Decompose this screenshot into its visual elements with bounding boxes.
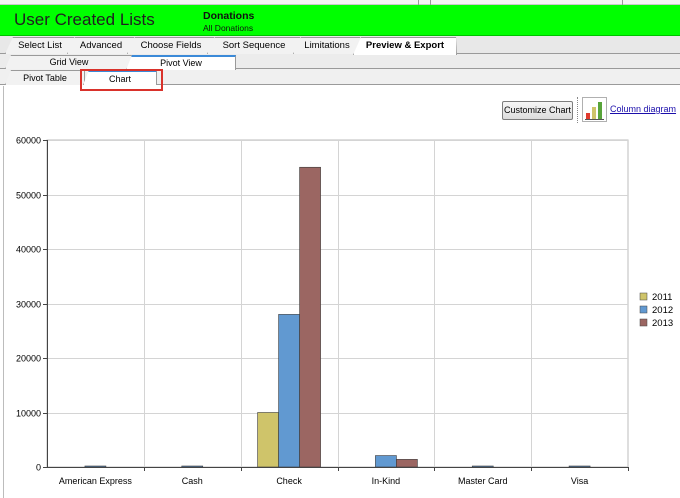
- list-subtitle: All Donations: [203, 23, 254, 33]
- bar-2012-check: [278, 314, 300, 468]
- page-header: User Created Lists Donations All Donatio…: [0, 5, 680, 36]
- highlight-box: [80, 69, 163, 91]
- main-tab-bar: Select List Advanced Choose Fields Sort …: [0, 36, 680, 54]
- page-title: User Created Lists: [14, 10, 155, 29]
- bar-2012-cash: [181, 465, 204, 468]
- y-tick-label: 40000: [16, 245, 41, 255]
- column-chart-icon[interactable]: [582, 97, 607, 122]
- bar-2011-check: [257, 412, 279, 468]
- bar-2012-in-kind: [375, 455, 397, 468]
- bar-2013-in-kind: [396, 459, 418, 468]
- x-tick-label: In-Kind: [372, 476, 401, 486]
- bar-2012-american-express: [84, 465, 107, 468]
- x-tick-label: Cash: [182, 476, 203, 486]
- window-top-edge: [0, 0, 680, 5]
- pivot-tab-bar: Pivot Table Chart: [0, 69, 680, 85]
- x-tick-label: Check: [276, 476, 302, 486]
- legend-label: 2012: [652, 305, 673, 316]
- legend-swatch: [639, 318, 648, 327]
- list-name: Donations: [203, 10, 255, 22]
- bar-2012-master-card: [471, 465, 494, 468]
- bar-2013-check: [299, 166, 321, 468]
- y-tick-label: 60000: [16, 136, 41, 146]
- y-tick-label: 30000: [16, 300, 41, 310]
- x-tick-label: American Express: [59, 476, 133, 486]
- legend-swatch: [639, 292, 648, 301]
- y-tick-label: 20000: [16, 354, 41, 364]
- plot-area: [46, 139, 629, 468]
- x-tick-label: Master Card: [458, 476, 508, 486]
- legend-label: 2011: [652, 292, 672, 303]
- x-tick-label: Visa: [571, 476, 588, 486]
- y-tick-label: 10000: [16, 409, 41, 419]
- customize-chart-button[interactable]: Customize Chart: [502, 101, 573, 120]
- view-tab-bar: Grid View Pivot View: [0, 54, 680, 70]
- legend-swatch: [639, 305, 648, 314]
- edge-divider: [430, 0, 431, 5]
- edge-divider: [418, 0, 419, 5]
- legend-label: 2013: [652, 318, 673, 329]
- y-tick-label: 0: [36, 463, 41, 473]
- y-tick-label: 50000: [16, 191, 41, 201]
- tab-pivot-view[interactable]: Pivot View: [126, 55, 236, 70]
- tab-preview-export[interactable]: Preview & Export: [353, 37, 457, 55]
- toolbar-separator: [577, 97, 578, 123]
- bar-2012-visa: [568, 465, 591, 468]
- edge-divider: [622, 0, 623, 5]
- chart-type-link[interactable]: Column diagram: [610, 104, 677, 114]
